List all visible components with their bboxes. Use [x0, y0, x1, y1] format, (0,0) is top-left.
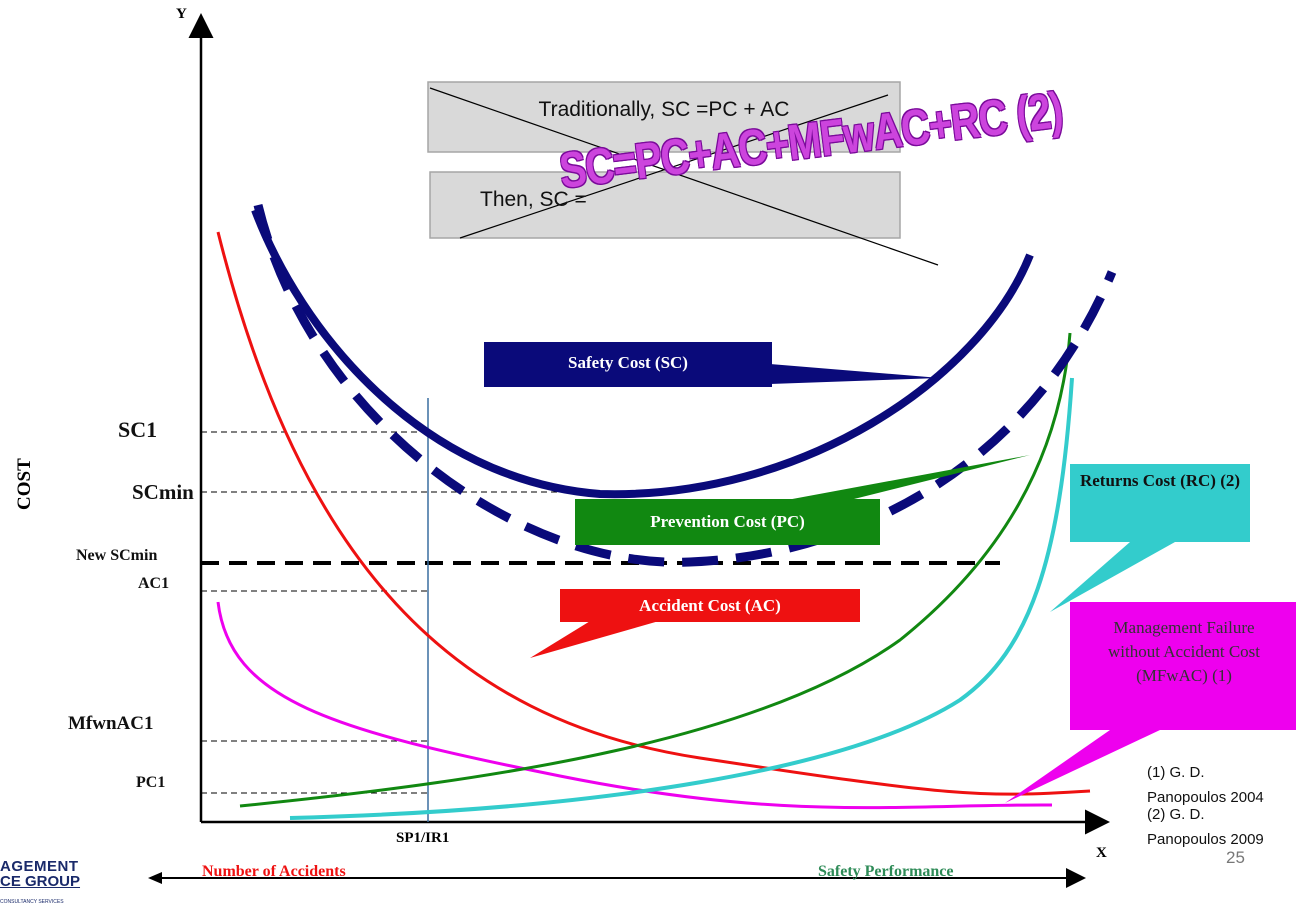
new-safety-cost-curve — [253, 203, 1117, 567]
scmin-label: SCmin — [132, 480, 194, 504]
accident-cost-curve — [216, 231, 1091, 796]
number-of-accidents-label: Number of Accidents — [202, 863, 346, 880]
accident-cost-callout: Accident Cost (AC) — [560, 589, 860, 622]
prevention-cost-callout: Prevention Cost (PC) — [575, 499, 880, 545]
company-logo: AGEMENT CE GROUP CONSULTANCY SERVICES — [0, 858, 90, 916]
page-number: 25 — [1226, 848, 1245, 867]
management-failure-callout: Management Failure without Accident Cost… — [1070, 602, 1296, 730]
y-axis-label: Y — [176, 6, 187, 22]
reference-1: (1) G. D. Panopoulos 2004 — [1147, 764, 1264, 806]
cross-line-1 — [429, 87, 939, 266]
returns-cost-callout: Returns Cost (RC) (2) — [1070, 464, 1250, 542]
logo-line-1: AGEMENT — [0, 858, 79, 875]
management-callout-pointer — [1005, 730, 1160, 803]
then-box — [429, 171, 901, 239]
prevention-callout-pointer — [760, 455, 1030, 505]
then-text: Then, SC = — [480, 188, 587, 211]
cross-line-2 — [459, 94, 889, 239]
prevention-cost-curve — [239, 332, 1072, 808]
safety-cost-curve — [251, 208, 1034, 499]
management-failure-curve — [216, 601, 1053, 810]
cost-axis-label: COST — [14, 458, 35, 510]
new-scmin-label: New SCmin — [76, 547, 158, 564]
x-axis-label: X — [1096, 845, 1107, 861]
safety-performance-label: Safety Performance — [818, 863, 954, 880]
safety-callout-pointer — [770, 364, 940, 384]
returns-callout-pointer — [1050, 542, 1175, 612]
traditional-text: Traditionally, SC =PC + AC — [538, 98, 790, 121]
reference-2: (2) G. D. Panopoulos 2009 — [1147, 806, 1264, 848]
bottom-arrow-left-head — [148, 872, 162, 884]
pc1-label: PC1 — [136, 774, 166, 791]
safety-cost-callout: Safety Cost (SC) — [484, 342, 772, 387]
logo-line-2: CE GROUP — [0, 873, 81, 890]
accident-callout-pointer — [530, 615, 680, 658]
sp-ir-label: SP1/IR1 — [396, 830, 450, 846]
returns-cost-curve — [289, 377, 1074, 820]
sc1-label: SC1 — [118, 417, 158, 442]
logo-line-3: CONSULTANCY SERVICES — [0, 899, 64, 905]
mfwnac1-label: MfwnAC1 — [68, 713, 154, 734]
ac1-label: AC1 — [138, 575, 170, 592]
